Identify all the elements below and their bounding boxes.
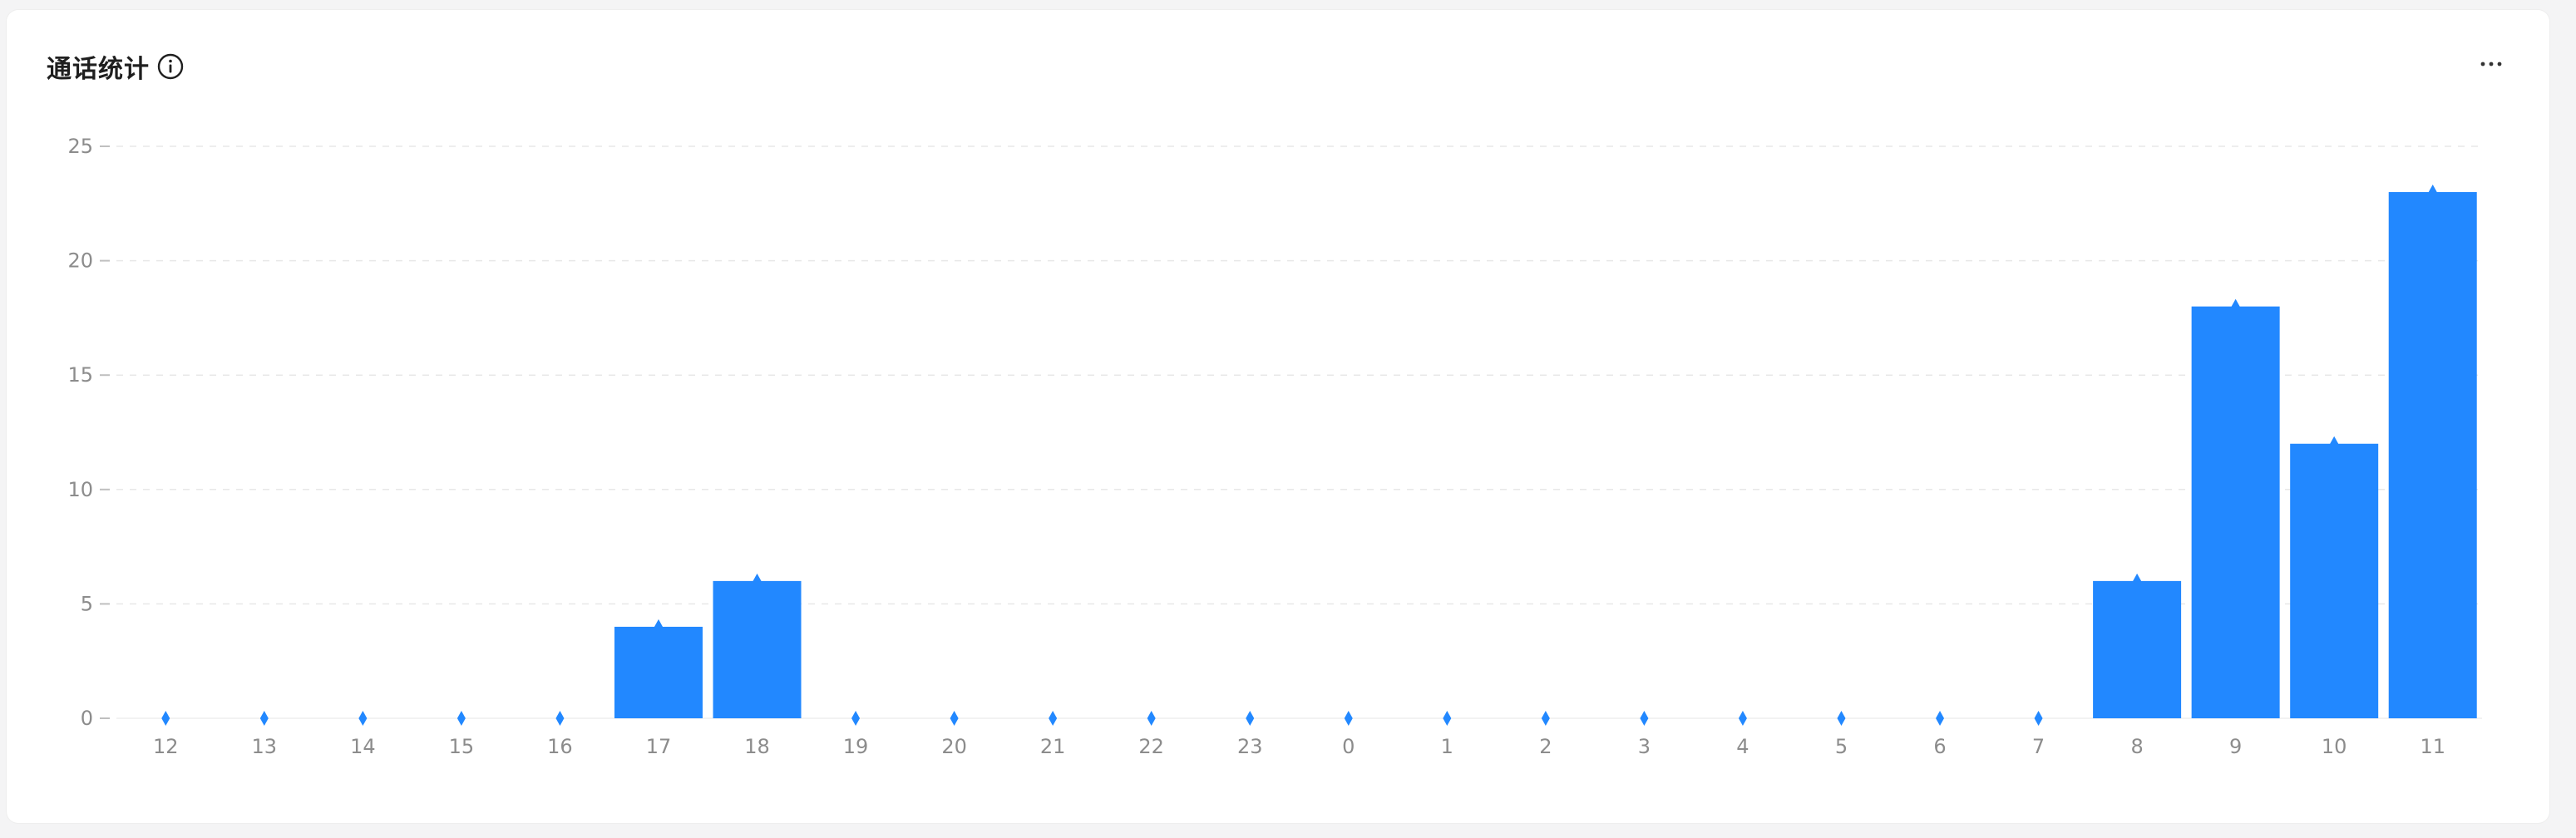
- y-tick-label: 20: [67, 249, 93, 273]
- point-marker-2[interactable]: [1541, 711, 1550, 726]
- x-tick-label: 17: [646, 735, 672, 758]
- x-tick-label: 8: [2130, 735, 2143, 758]
- point-marker-1[interactable]: [1443, 711, 1452, 726]
- x-tick-label: 16: [547, 735, 573, 758]
- point-marker-6[interactable]: [1936, 711, 1945, 726]
- point-marker-20[interactable]: [950, 711, 959, 726]
- y-tick-label: 25: [67, 135, 93, 158]
- x-tick-label: 10: [2322, 735, 2347, 758]
- point-marker-16[interactable]: [555, 711, 565, 726]
- bar-10[interactable]: [2290, 443, 2379, 718]
- point-marker-18[interactable]: [753, 573, 762, 589]
- point-marker-10[interactable]: [2330, 436, 2339, 451]
- y-tick-label: 5: [81, 592, 93, 615]
- x-tick-label: 5: [1835, 735, 1848, 758]
- x-tick-label: 9: [2229, 735, 2242, 758]
- point-marker-4[interactable]: [1738, 711, 1747, 726]
- bar-9[interactable]: [2191, 306, 2280, 718]
- x-tick-label: 15: [449, 735, 475, 758]
- x-tick-label: 21: [1040, 735, 1066, 758]
- bar-11[interactable]: [2388, 192, 2477, 719]
- x-tick-label: 23: [1237, 735, 1263, 758]
- x-tick-label: 19: [843, 735, 869, 758]
- x-tick-label: 14: [350, 735, 376, 758]
- x-tick-label: 1: [1441, 735, 1453, 758]
- point-marker-8[interactable]: [2133, 573, 2142, 589]
- x-tick-label: 13: [252, 735, 278, 758]
- more-options-button[interactable]: [2475, 52, 2508, 76]
- bar-18[interactable]: [713, 580, 802, 718]
- x-tick-label: 7: [2032, 735, 2045, 758]
- y-tick-label: 10: [67, 478, 93, 501]
- info-circle-icon[interactable]: [156, 52, 185, 81]
- point-marker-5[interactable]: [1837, 711, 1846, 726]
- x-tick-label: 11: [2420, 735, 2445, 758]
- bar-17[interactable]: [614, 626, 703, 718]
- point-marker-3[interactable]: [1640, 711, 1649, 726]
- point-marker-0[interactable]: [1344, 711, 1353, 726]
- point-marker-15[interactable]: [456, 711, 466, 726]
- x-tick-label: 3: [1638, 735, 1651, 758]
- more-horizontal-icon: [2480, 62, 2502, 67]
- x-tick-label: 18: [744, 735, 770, 758]
- x-tick-label: 0: [1342, 735, 1355, 758]
- point-marker-21[interactable]: [1049, 711, 1058, 726]
- y-tick-label: 15: [67, 363, 93, 387]
- x-tick-label: 6: [1933, 735, 1946, 758]
- card-header: 通话统计: [47, 47, 185, 86]
- bar-8[interactable]: [2093, 580, 2182, 718]
- x-tick-label: 12: [153, 735, 179, 758]
- point-marker-13[interactable]: [259, 711, 269, 726]
- y-tick-label: 0: [81, 707, 93, 730]
- point-marker-17[interactable]: [654, 619, 663, 634]
- point-marker-11[interactable]: [2428, 185, 2437, 200]
- point-marker-23[interactable]: [1246, 711, 1255, 726]
- point-marker-19[interactable]: [851, 711, 861, 726]
- x-tick-label: 22: [1138, 735, 1164, 758]
- point-marker-22[interactable]: [1147, 711, 1156, 726]
- point-marker-14[interactable]: [358, 711, 368, 726]
- point-marker-9[interactable]: [2231, 298, 2240, 314]
- point-marker-12[interactable]: [161, 711, 170, 726]
- card-title: 通话统计: [47, 55, 150, 84]
- x-tick-label: 20: [941, 735, 967, 758]
- x-tick-label: 4: [1736, 735, 1749, 758]
- point-marker-7[interactable]: [2034, 711, 2043, 726]
- x-tick-label: 2: [1539, 735, 1552, 758]
